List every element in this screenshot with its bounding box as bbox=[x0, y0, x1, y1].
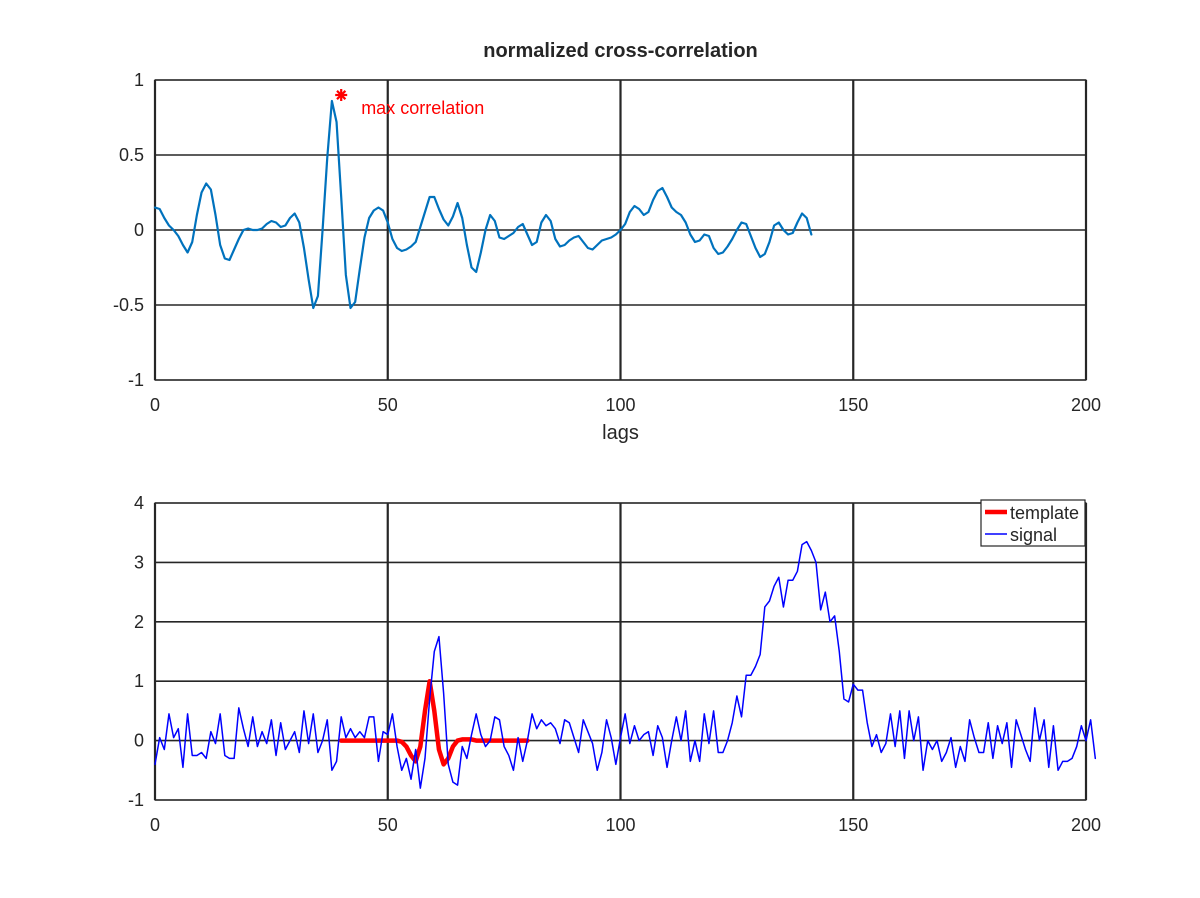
x-tick-label: 0 bbox=[150, 815, 160, 835]
x-tick-label: 100 bbox=[605, 395, 635, 415]
correlation-axes: normalized cross-correlation lags 0 50 100… bbox=[113, 40, 1101, 444]
series-line-template bbox=[338, 678, 530, 767]
x-tick-label: 50 bbox=[378, 395, 398, 415]
legend-box bbox=[980, 499, 1086, 547]
annotation-label: max correlation bbox=[361, 98, 484, 118]
x-tick-label: 150 bbox=[838, 395, 868, 415]
series-line-correlation bbox=[153, 99, 813, 310]
x-axis-label: lags bbox=[602, 422, 639, 444]
axes-box bbox=[154, 79, 1087, 381]
y-tick-label: -1 bbox=[128, 790, 144, 810]
legend-label-template: template bbox=[1010, 503, 1079, 523]
y-tick-label: 0 bbox=[134, 220, 144, 240]
y-tick-label: 2 bbox=[134, 612, 144, 632]
y-tick-label: 0.5 bbox=[119, 145, 144, 165]
x-tick-label: 200 bbox=[1071, 395, 1101, 415]
x-tick-label: 100 bbox=[605, 815, 635, 835]
y-tick-label: -1 bbox=[128, 370, 144, 390]
max-correlation-marker bbox=[335, 89, 348, 101]
series-line-signal bbox=[154, 540, 1097, 789]
y-tick-label: 0 bbox=[134, 731, 144, 751]
x-tick-label: 0 bbox=[150, 395, 160, 415]
axes-box bbox=[154, 502, 1087, 801]
x-tick-label: 50 bbox=[378, 815, 398, 835]
y-tick-label: 1 bbox=[134, 671, 144, 691]
chart-title: normalized cross-correlation bbox=[483, 40, 758, 62]
y-tick-label: 4 bbox=[134, 493, 144, 513]
y-tick-label: -0.5 bbox=[113, 295, 144, 315]
y-tick-label: 1 bbox=[134, 70, 144, 90]
y-tick-label: 3 bbox=[134, 552, 144, 572]
legend-label-signal: signal bbox=[1010, 525, 1057, 545]
x-tick-label: 150 bbox=[838, 815, 868, 835]
x-tick-label: 200 bbox=[1071, 815, 1101, 835]
